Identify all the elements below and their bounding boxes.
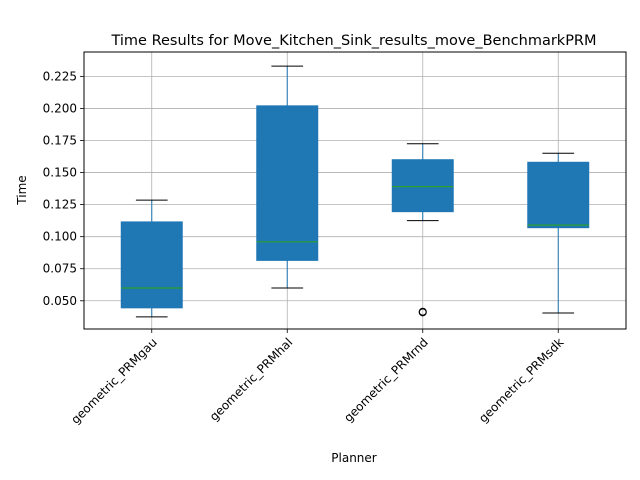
y-axis-label: Time [15,175,29,205]
y-tick-label: 0.200 [43,101,77,115]
y-tick-label: 0.175 [43,133,77,147]
iqr-box [527,161,590,229]
y-axis-ticks: 0.050 0.075 0.100 0.125 0.150 0.175 0.200 0.225 [43,69,84,308]
y-tick-label: 0.125 [43,198,77,212]
x-tick-label: geometric_PRMhal [207,335,296,424]
y-tick-label: 0.100 [43,230,77,244]
x-tick-label: geometric_PRMgau [68,335,160,427]
box-geometric_PRMrnd [391,143,454,317]
y-tick-label: 0.150 [43,166,77,180]
x-tick-label: geometric_PRMsdk [476,335,566,425]
box-geometric_PRMgau [120,199,183,318]
iqr-box [120,221,183,309]
y-tick-label: 0.050 [43,294,77,308]
y-tick-label: 0.225 [43,69,77,83]
y-tick-label: 0.075 [43,262,77,276]
chart-title: Time Results for Move_Kitchen_Sink_resul… [110,33,596,49]
boxes-group [120,65,590,318]
x-axis-ticks: geometric_PRMgau geometric_PRMhal geometri… [68,329,566,427]
plot-area-frame [83,51,627,330]
box-geometric_PRMhal [256,65,319,289]
x-tick-label: geometric_PRMrnd [341,335,431,425]
box-geometric_PRMsdk [527,152,590,314]
iqr-box [256,105,319,261]
outlier-point [418,307,427,316]
x-axis-label: Planner [331,451,377,465]
iqr-box [391,159,454,213]
